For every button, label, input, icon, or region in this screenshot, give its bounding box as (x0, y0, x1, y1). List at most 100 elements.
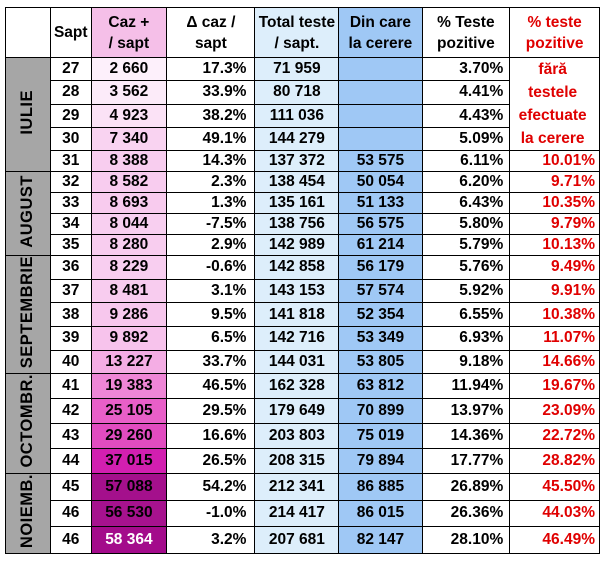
header-month-blank (5, 7, 51, 58)
tests-cell: 214 417 (254, 499, 340, 528)
tests-cell: 142 989 (254, 234, 340, 256)
header-tests: Total teste / sapt. (254, 7, 340, 58)
cases-cell: 56 530 (90, 499, 168, 528)
header-positive: % Teste pozitive (421, 7, 511, 58)
requested-cell: 57 574 (338, 278, 423, 304)
month-label-cell: IULIE (5, 57, 51, 172)
header-positive-excl-line2: pozitive (525, 34, 584, 52)
table-row: 35 8 280 2.9% 142 989 61 214 5.79% 10.13% (6, 234, 600, 256)
month-label-cell: OCTOMBR. (5, 373, 51, 474)
tests-cell: 143 153 (254, 278, 340, 304)
table-row: 38 9 286 9.5% 141 818 52 354 6.55% 10.38% (6, 302, 600, 327)
positive-cell: 6.11% (421, 150, 511, 172)
positive-cell: 5.76% (421, 255, 511, 280)
delta-cell: 46.5% (166, 373, 256, 400)
table-row: 34 8 044 -7.5% 138 756 56 575 5.80% 9.79% (6, 213, 600, 235)
cases-cell: 8 044 (90, 213, 168, 235)
requested-cell: 79 894 (338, 447, 423, 474)
positive-excl-cell: 10.38% (509, 302, 600, 327)
requested-cell: 52 354 (338, 302, 423, 327)
table-row: 28 3 562 33.9% 80 718 4.41% (6, 80, 600, 105)
tests-cell: 203 803 (254, 423, 340, 449)
header-positive-excl-line1: % teste (527, 13, 582, 31)
positive-cell: 5.92% (421, 278, 511, 304)
cases-cell: 9 286 (90, 302, 168, 327)
tests-cell: 80 718 (254, 80, 340, 105)
table-row: 46 58 364 3.2% 207 681 82 147 28.10% 46.49% (6, 526, 600, 554)
positive-cell: 3.70% (421, 56, 511, 82)
note-line: fără (538, 61, 567, 78)
cases-cell: 7 340 (90, 126, 168, 152)
week-cell: 40 (49, 349, 92, 375)
delta-cell: -7.5% (166, 213, 256, 235)
cases-cell: 3 562 (90, 80, 168, 105)
requested-cell: 63 812 (338, 373, 423, 400)
delta-cell: 14.3% (166, 150, 256, 172)
cases-cell: 37 015 (90, 447, 168, 474)
table-row: 40 13 227 33.7% 144 031 53 805 9.18% 14.66% (6, 349, 600, 375)
delta-cell: 2.3% (166, 171, 256, 193)
week-cell: 29 (49, 103, 92, 128)
table-row: AUGUST 32 8 582 2.3% 138 454 50 054 6.20% 9.71% (5, 171, 600, 256)
positive-excl-cell: 44.03% (509, 499, 600, 528)
delta-cell: 29.5% (166, 398, 256, 425)
header-requested-line1: Din care (349, 13, 411, 31)
tests-cell: 71 959 (254, 56, 340, 82)
positive-excl-cell: 19.67% (509, 373, 600, 400)
table-row: 46 56 530 -1.0% 214 417 86 015 26.36% 44.03% (6, 499, 600, 528)
header-cases-line2: / sapt (108, 34, 150, 52)
cases-cell: 4 923 (90, 103, 168, 128)
header-requested: Din care la cerere (338, 7, 423, 58)
table-row: NOIEMB. 45 57 088 54.2% 212 341 86 885 26.89% 4… (5, 472, 600, 554)
positive-excl-cell: 22.72% (509, 423, 600, 449)
tests-cell: 144 031 (254, 349, 340, 375)
delta-cell: 26.5% (166, 447, 256, 474)
tests-cell: 141 818 (254, 302, 340, 327)
cases-cell: 8 693 (90, 192, 168, 214)
requested-cell: 86 015 (338, 499, 423, 528)
note-line: la cerere (520, 130, 585, 147)
tests-cell: 212 341 (254, 472, 340, 501)
cases-cell: 57 088 (90, 472, 168, 501)
cases-cell: 8 388 (90, 150, 168, 172)
delta-cell: 2.9% (166, 234, 256, 256)
requested-cell: 86 885 (338, 472, 423, 501)
table-row: OCTOMBR. 41 19 383 46.5% 162 328 63 812 11.94%… (5, 373, 600, 474)
requested-cell: 56 575 (338, 213, 423, 235)
week-cell: 46 (49, 499, 92, 528)
delta-cell: -1.0% (166, 499, 256, 528)
positive-cell: 5.80% (421, 213, 511, 235)
requested-cell: 51 133 (338, 192, 423, 214)
week-cell: 28 (49, 80, 92, 105)
positive-cell: 5.09% (421, 126, 511, 152)
delta-cell: 1.3% (166, 192, 256, 214)
requested-cell (338, 126, 423, 152)
positive-cell: 26.89% (421, 472, 511, 501)
delta-cell: 54.2% (166, 472, 256, 501)
header-delta: Δ caz / sapt (166, 7, 256, 58)
table-row: 42 25 105 29.5% 179 649 70 899 13.97% 23.09% (6, 398, 600, 425)
week-cell: 39 (49, 325, 92, 351)
tests-cell: 142 858 (254, 255, 340, 280)
cases-cell: 8 280 (90, 234, 168, 256)
positive-excl-cell: 45.50% (509, 472, 600, 501)
table-row: 37 8 481 3.1% 143 153 57 574 5.92% 9.91% (6, 278, 600, 304)
positive-excl-cell: 14.66% (509, 349, 600, 375)
requested-cell: 61 214 (338, 234, 423, 256)
cases-cell: 29 260 (90, 423, 168, 449)
tests-cell: 179 649 (254, 398, 340, 425)
week-cell: 42 (49, 398, 92, 425)
header-tests-line1: Total teste (258, 13, 336, 31)
cases-cell: 25 105 (90, 398, 168, 425)
cases-cell: 13 227 (90, 349, 168, 375)
header-cases-line1: Caz + (108, 13, 150, 31)
month-label-cell: SEPTEMBRIE (5, 254, 51, 375)
positive-excl-cell: 9.49% (509, 255, 600, 280)
delta-cell: 17.3% (166, 56, 256, 82)
positive-cell: 5.79% (421, 234, 511, 256)
table-row: 44 37 015 26.5% 208 315 79 894 17.77% 28.82% (6, 447, 600, 474)
requested-cell: 53 349 (338, 325, 423, 351)
week-cell: 32 (49, 171, 92, 193)
week-cell: 38 (49, 302, 92, 327)
week-cell: 30 (49, 126, 92, 152)
